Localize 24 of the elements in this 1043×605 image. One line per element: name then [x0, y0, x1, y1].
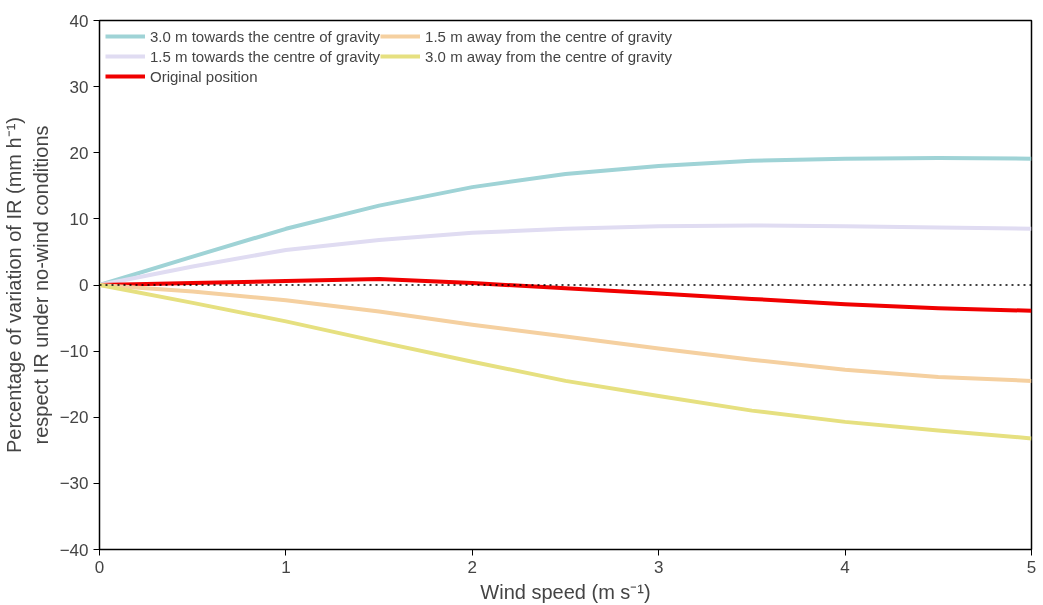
y-tick-label: 20 — [69, 143, 89, 163]
x-tick-label: 4 — [840, 557, 850, 577]
y-tick-label: 10 — [69, 209, 89, 229]
x-tick-label: 5 — [1026, 557, 1037, 577]
y-tick-label: −20 — [59, 408, 89, 428]
legend-label: 1.5 m towards the centre of gravity — [150, 47, 381, 65]
legend-label: 1.5 m away from the centre of gravity — [425, 27, 672, 45]
y-tick-label: −30 — [59, 474, 89, 494]
y-axis-title: Percentage of variation of IR (mm h⁻¹) respect IR under no-wind conditions — [3, 116, 52, 454]
legend-label: Original position — [150, 67, 258, 85]
legend-label: 3.0 m away from the centre of gravity — [425, 47, 672, 65]
y-tick-label: 0 — [79, 276, 89, 295]
y-tick-label: 30 — [69, 77, 89, 97]
y-tick-label: 40 — [69, 11, 89, 31]
legend-label: 3.0 m towards the centre of gravity — [150, 27, 381, 45]
line-series — [99, 283, 1032, 441]
line-series — [99, 283, 1032, 383]
x-axis-title: Wind speed (m s⁻¹) — [480, 580, 651, 603]
y-tick-label: −40 — [59, 540, 89, 560]
x-tick-label: 0 — [94, 557, 105, 577]
x-tick-label: 1 — [281, 557, 291, 577]
y-tick-label: −10 — [59, 342, 89, 362]
x-tick-label: 3 — [653, 557, 664, 577]
x-tick-label: 2 — [467, 557, 478, 577]
